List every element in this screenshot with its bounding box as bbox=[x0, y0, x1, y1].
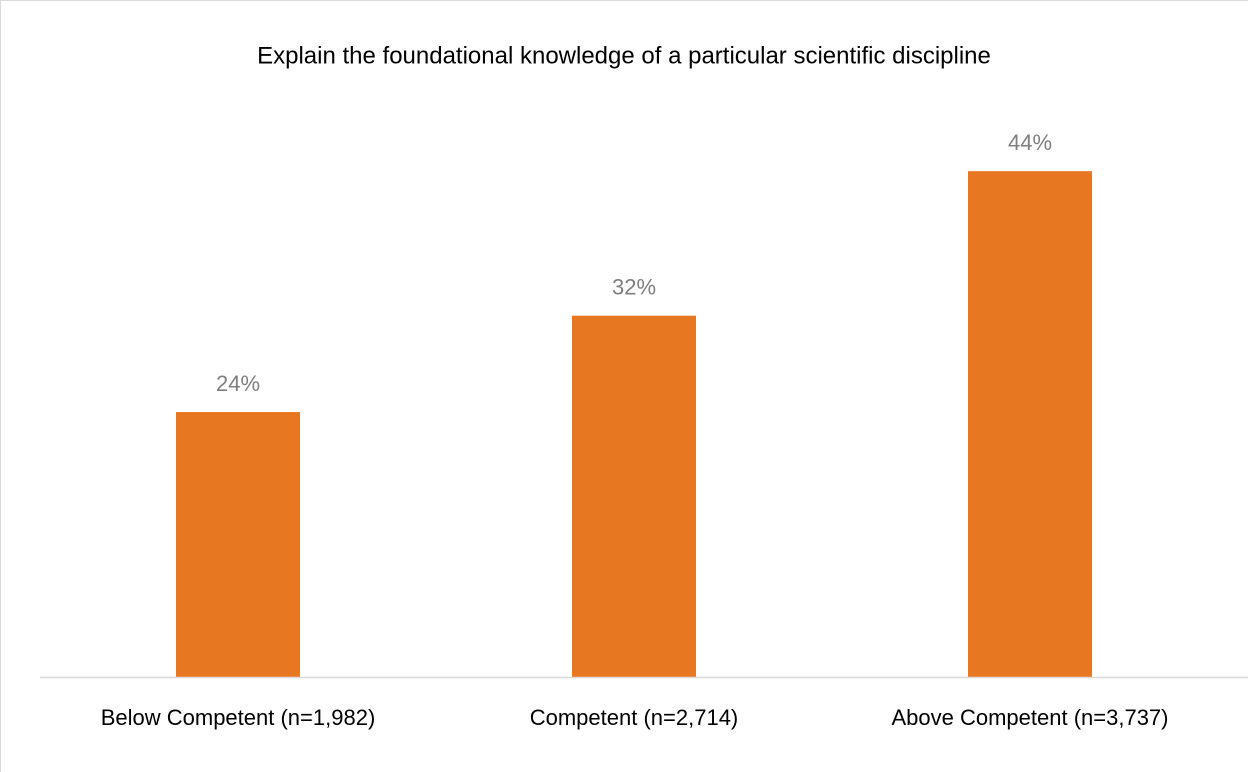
data-label: 24% bbox=[216, 371, 260, 396]
x-tick-label: Competent (n=2,714) bbox=[530, 705, 739, 730]
bar bbox=[176, 412, 300, 677]
data-label: 32% bbox=[612, 275, 656, 300]
chart-title: Explain the foundational knowledge of a … bbox=[257, 42, 991, 69]
data-label: 44% bbox=[1008, 130, 1052, 155]
bar bbox=[572, 315, 696, 677]
x-tick-label: Above Competent (n=3,737) bbox=[891, 705, 1168, 730]
bar bbox=[968, 171, 1092, 677]
x-tick-label: Below Competent (n=1,982) bbox=[101, 705, 376, 730]
